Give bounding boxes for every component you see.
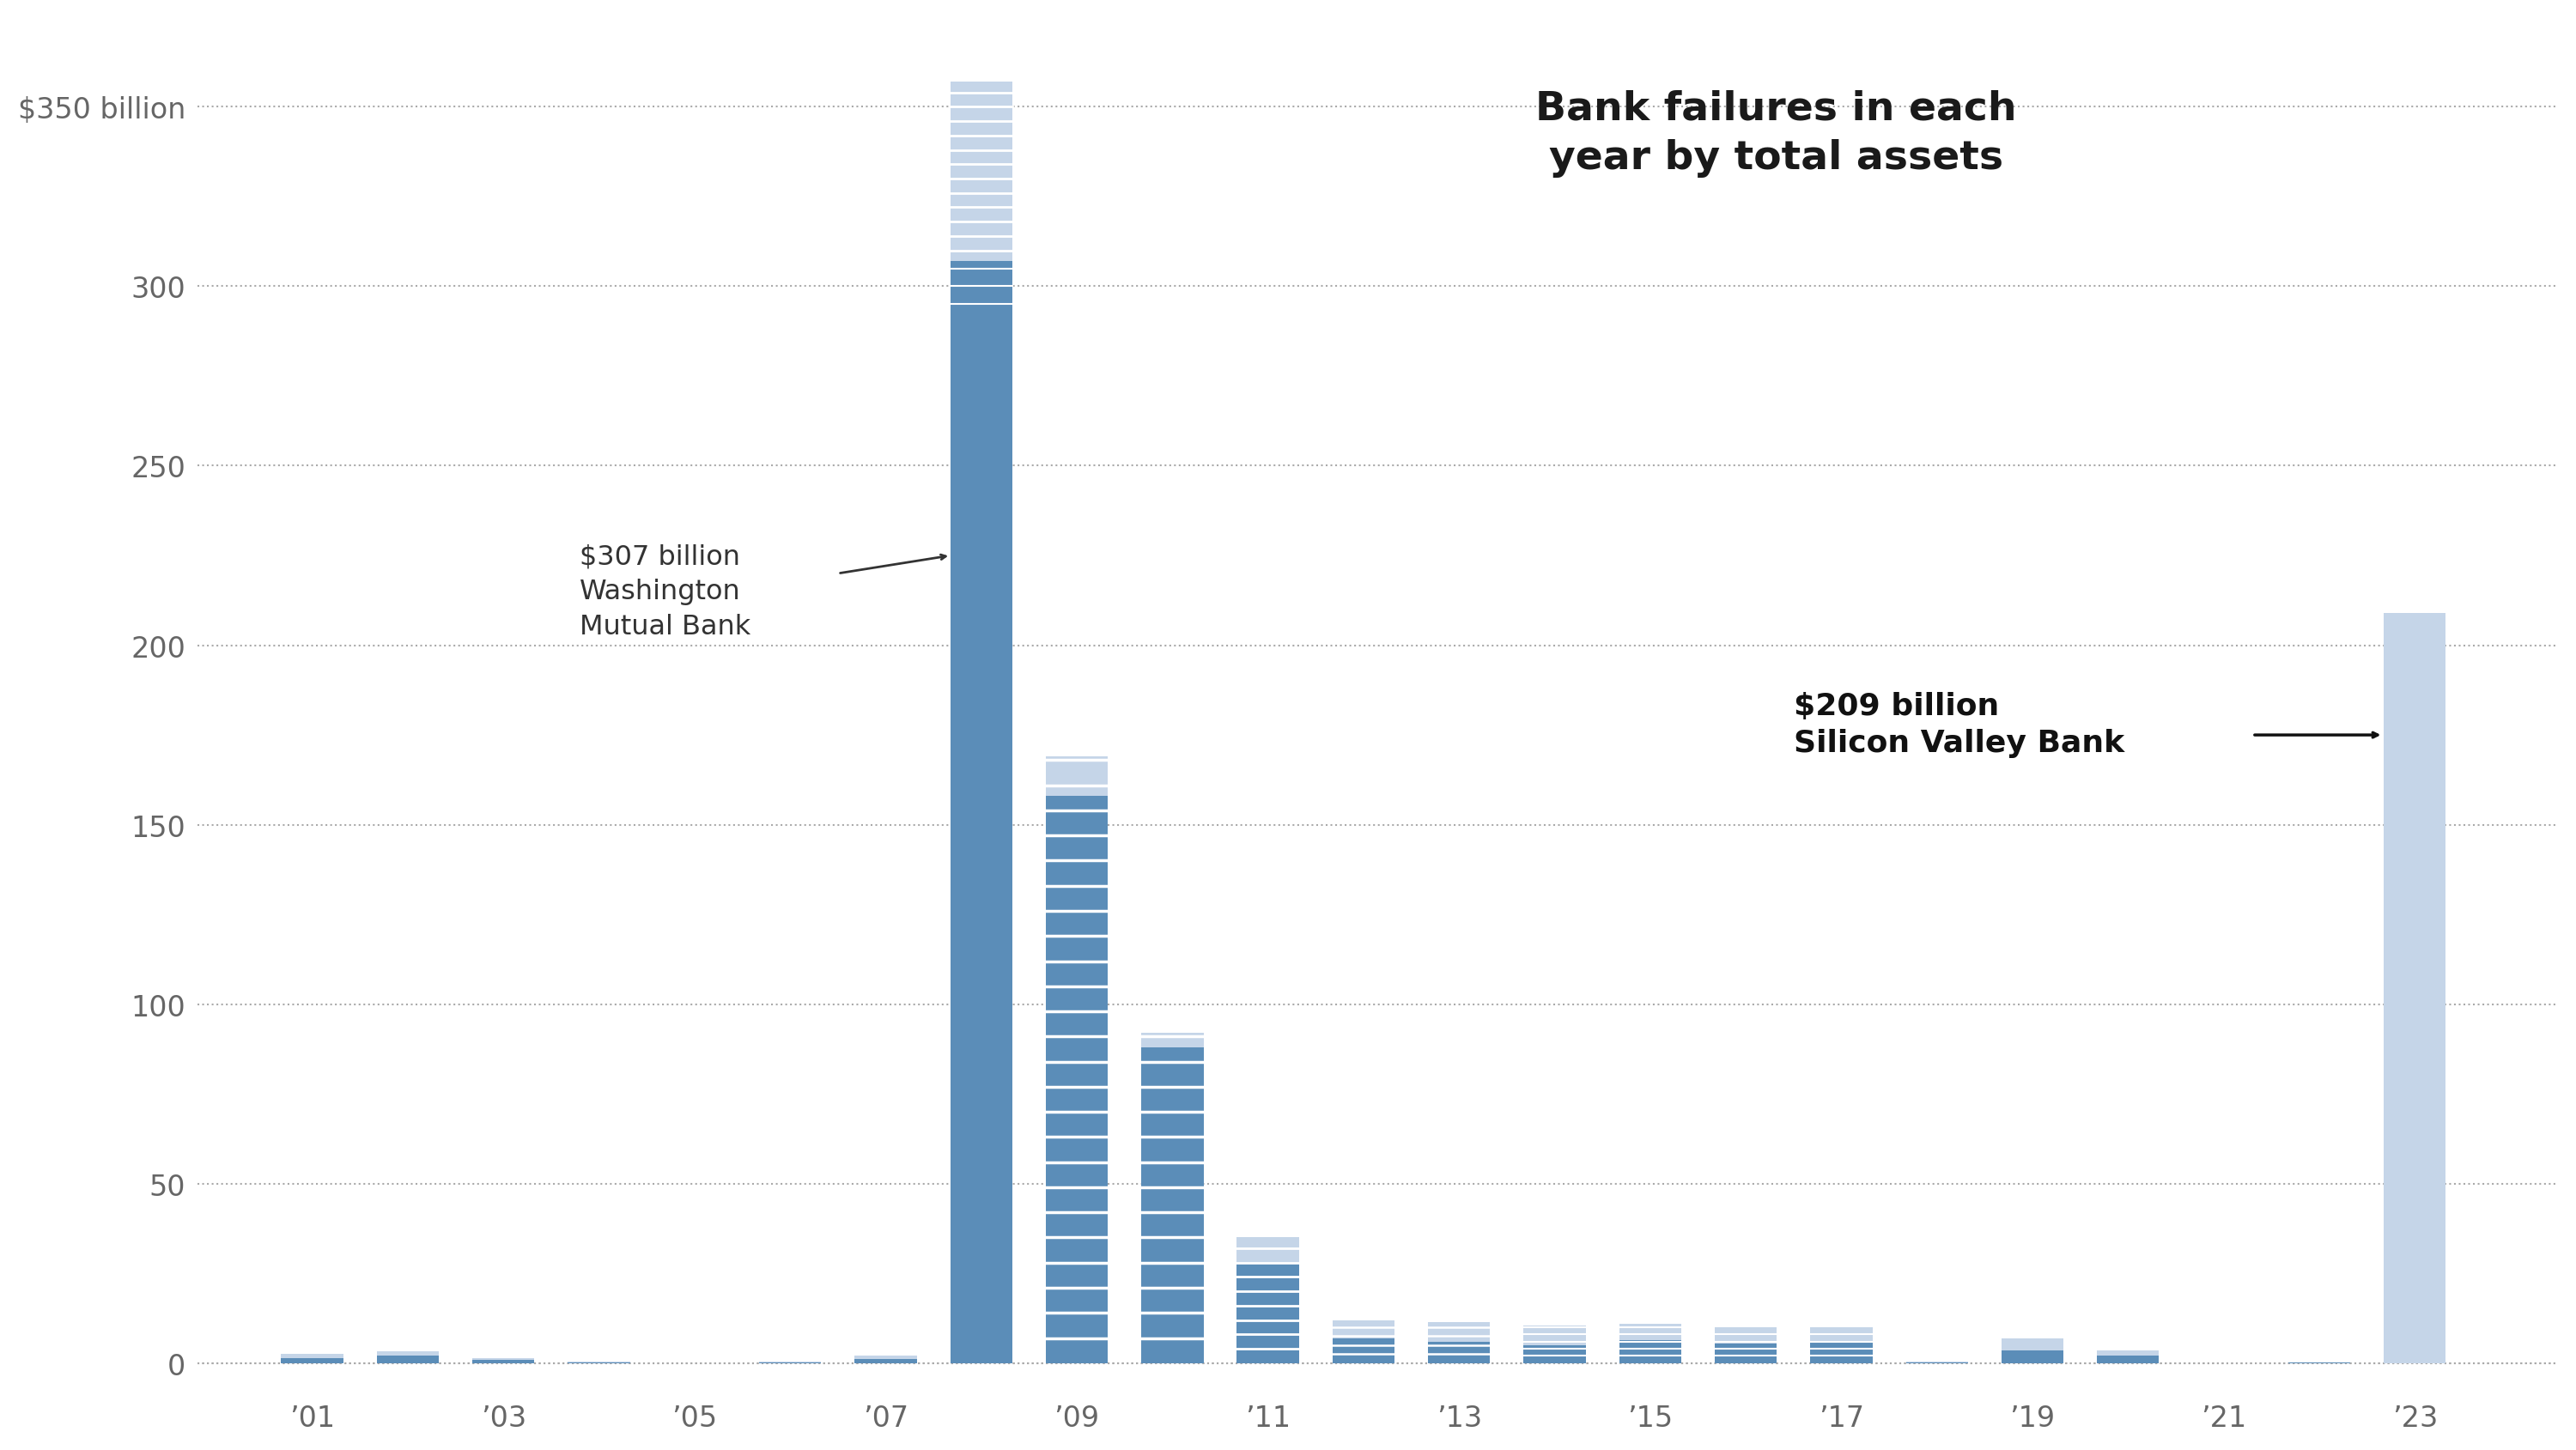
Bar <box>1332 1338 1394 1363</box>
Bar <box>1811 1341 1873 1363</box>
Bar <box>1141 1047 1203 1363</box>
Bar <box>281 1357 343 1363</box>
Bar <box>471 1360 533 1363</box>
Bar <box>855 1356 917 1363</box>
Bar <box>1427 1322 1489 1363</box>
Bar <box>1716 1344 1777 1363</box>
Bar <box>376 1351 438 1363</box>
Bar <box>1046 757 1108 1363</box>
Bar <box>471 1357 533 1363</box>
Bar <box>1522 1325 1587 1363</box>
Bar <box>567 1362 631 1363</box>
Bar <box>1620 1324 1682 1363</box>
Bar <box>1046 796 1108 1363</box>
Text: $307 billion
Washington
Mutual Bank: $307 billion Washington Mutual Bank <box>580 544 752 639</box>
Bar <box>1716 1327 1777 1363</box>
Text: Bank failures in each
year by total assets: Bank failures in each year by total asse… <box>1535 90 2017 177</box>
Bar <box>1236 1263 1298 1363</box>
Bar <box>951 83 1012 262</box>
Bar <box>1236 1238 1298 1363</box>
Bar <box>376 1356 438 1363</box>
Bar <box>2097 1356 2159 1363</box>
Bar <box>2002 1338 2063 1363</box>
Bar <box>855 1359 917 1363</box>
Bar <box>1620 1340 1682 1363</box>
Bar <box>281 1354 343 1363</box>
Text: $209 billion
Silicon Valley Bank: $209 billion Silicon Valley Bank <box>1793 692 2125 758</box>
Bar <box>1522 1346 1587 1363</box>
Bar <box>1332 1320 1394 1363</box>
Bar <box>2383 613 2445 1363</box>
Bar <box>1906 1362 1968 1363</box>
Bar <box>1811 1327 1873 1363</box>
Bar <box>2097 1350 2159 1363</box>
Bar <box>951 262 1012 1363</box>
Bar <box>1141 1034 1203 1363</box>
Bar <box>760 1362 822 1363</box>
Bar <box>2002 1350 2063 1363</box>
Bar <box>1427 1341 1489 1363</box>
